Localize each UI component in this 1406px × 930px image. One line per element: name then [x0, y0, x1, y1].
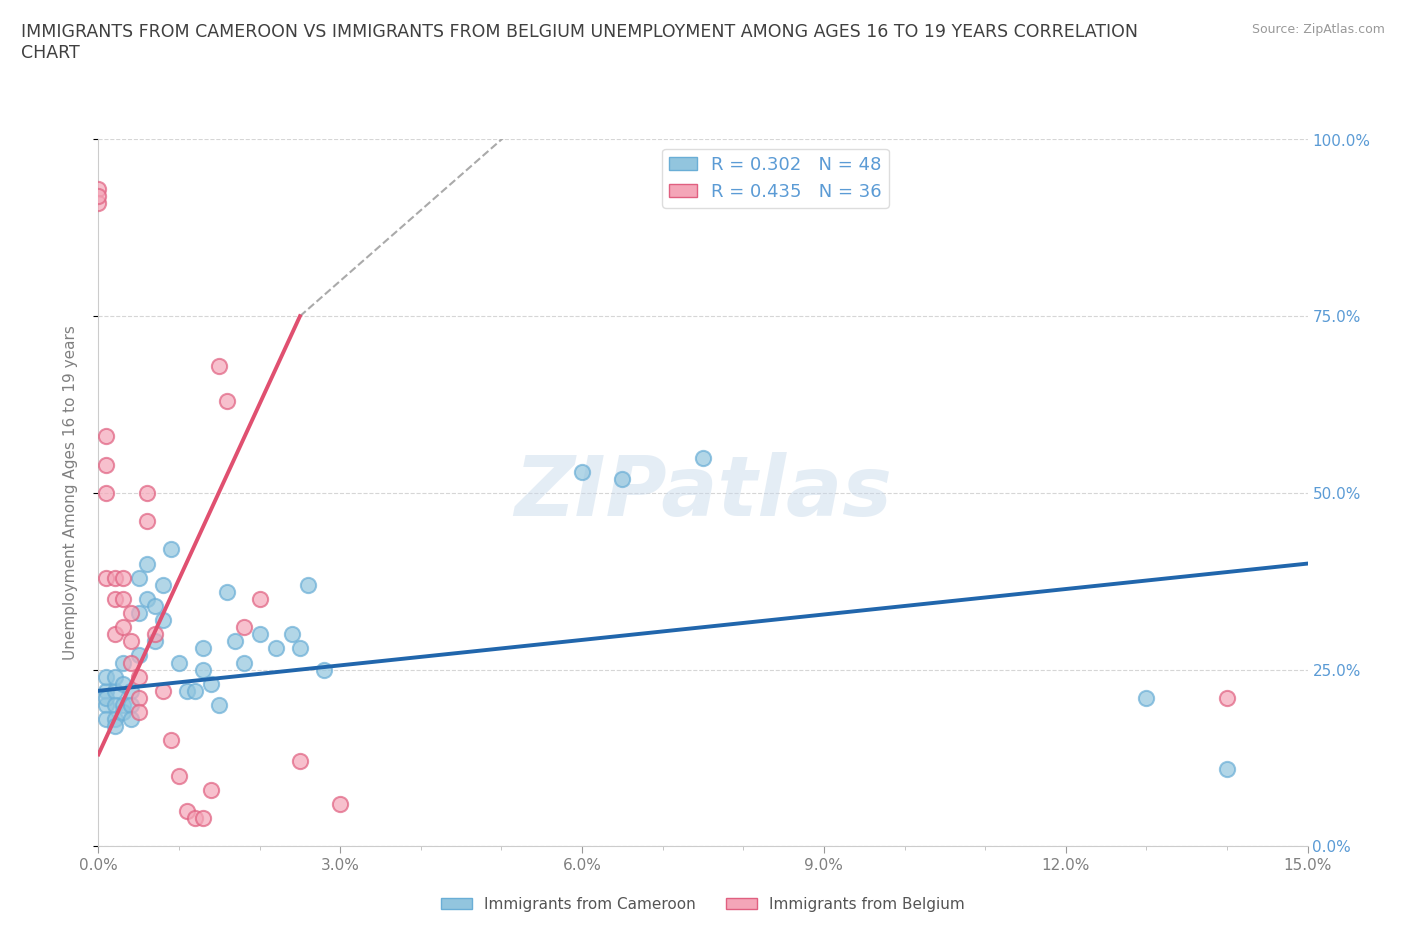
Point	[288, 641, 311, 656]
Point	[143, 627, 166, 642]
Point	[96, 570, 118, 585]
Point	[103, 570, 125, 585]
Point	[135, 556, 157, 571]
Point	[167, 768, 190, 783]
Point	[208, 698, 231, 712]
Point	[143, 599, 166, 614]
Legend: R = 0.302   N = 48, R = 0.435   N = 36: R = 0.302 N = 48, R = 0.435 N = 36	[662, 149, 889, 208]
Point	[193, 641, 215, 656]
Point	[87, 195, 110, 210]
Point	[249, 591, 271, 606]
Point	[87, 181, 110, 196]
Point	[96, 698, 118, 712]
Point	[103, 684, 125, 698]
Point	[120, 684, 142, 698]
Point	[193, 811, 215, 826]
Point	[176, 804, 198, 818]
Point	[120, 698, 142, 712]
Point	[128, 670, 150, 684]
Point	[571, 464, 593, 479]
Point	[111, 591, 134, 606]
Point	[120, 711, 142, 726]
Point	[96, 690, 118, 705]
Point	[135, 485, 157, 500]
Point	[217, 584, 239, 599]
Point	[128, 648, 150, 663]
Point	[103, 711, 125, 726]
Point	[152, 578, 174, 592]
Point	[111, 705, 134, 720]
Point	[128, 705, 150, 720]
Point	[1216, 690, 1239, 705]
Point	[135, 591, 157, 606]
Point	[329, 796, 352, 811]
Point	[208, 358, 231, 373]
Point	[128, 605, 150, 620]
Point	[128, 570, 150, 585]
Point	[103, 591, 125, 606]
Point	[111, 619, 134, 634]
Point	[176, 684, 198, 698]
Point	[103, 698, 125, 712]
Point	[167, 655, 190, 670]
Point	[152, 684, 174, 698]
Text: ZIPatlas: ZIPatlas	[515, 452, 891, 534]
Point	[232, 619, 254, 634]
Text: Source: ZipAtlas.com: Source: ZipAtlas.com	[1251, 23, 1385, 36]
Point	[96, 684, 118, 698]
Point	[314, 662, 336, 677]
Point	[103, 670, 125, 684]
Point	[96, 458, 118, 472]
Point	[87, 189, 110, 204]
Point	[281, 627, 304, 642]
Point	[232, 655, 254, 670]
Point	[96, 670, 118, 684]
Point	[184, 684, 207, 698]
Point	[200, 782, 222, 797]
Point	[103, 719, 125, 734]
Point	[200, 676, 222, 691]
Point	[160, 733, 183, 748]
Point	[288, 754, 311, 769]
Point	[120, 634, 142, 649]
Point	[264, 641, 287, 656]
Point	[297, 578, 319, 592]
Point	[249, 627, 271, 642]
Point	[135, 513, 157, 528]
Point	[152, 613, 174, 628]
Point	[128, 690, 150, 705]
Point	[120, 655, 142, 670]
Point	[111, 655, 134, 670]
Point	[143, 634, 166, 649]
Point	[1216, 761, 1239, 776]
Point	[103, 627, 125, 642]
Point	[217, 393, 239, 408]
Legend: Immigrants from Cameroon, Immigrants from Belgium: Immigrants from Cameroon, Immigrants fro…	[434, 891, 972, 918]
Point	[96, 711, 118, 726]
Y-axis label: Unemployment Among Ages 16 to 19 years: Unemployment Among Ages 16 to 19 years	[63, 326, 77, 660]
Point	[120, 605, 142, 620]
Point	[692, 450, 714, 465]
Point	[111, 698, 134, 712]
Point	[184, 811, 207, 826]
Point	[1135, 690, 1157, 705]
Text: IMMIGRANTS FROM CAMEROON VS IMMIGRANTS FROM BELGIUM UNEMPLOYMENT AMONG AGES 16 T: IMMIGRANTS FROM CAMEROON VS IMMIGRANTS F…	[21, 23, 1137, 62]
Point	[96, 485, 118, 500]
Point	[193, 662, 215, 677]
Point	[96, 429, 118, 444]
Point	[111, 676, 134, 691]
Point	[224, 634, 246, 649]
Point	[111, 570, 134, 585]
Point	[160, 542, 183, 557]
Point	[612, 472, 634, 486]
